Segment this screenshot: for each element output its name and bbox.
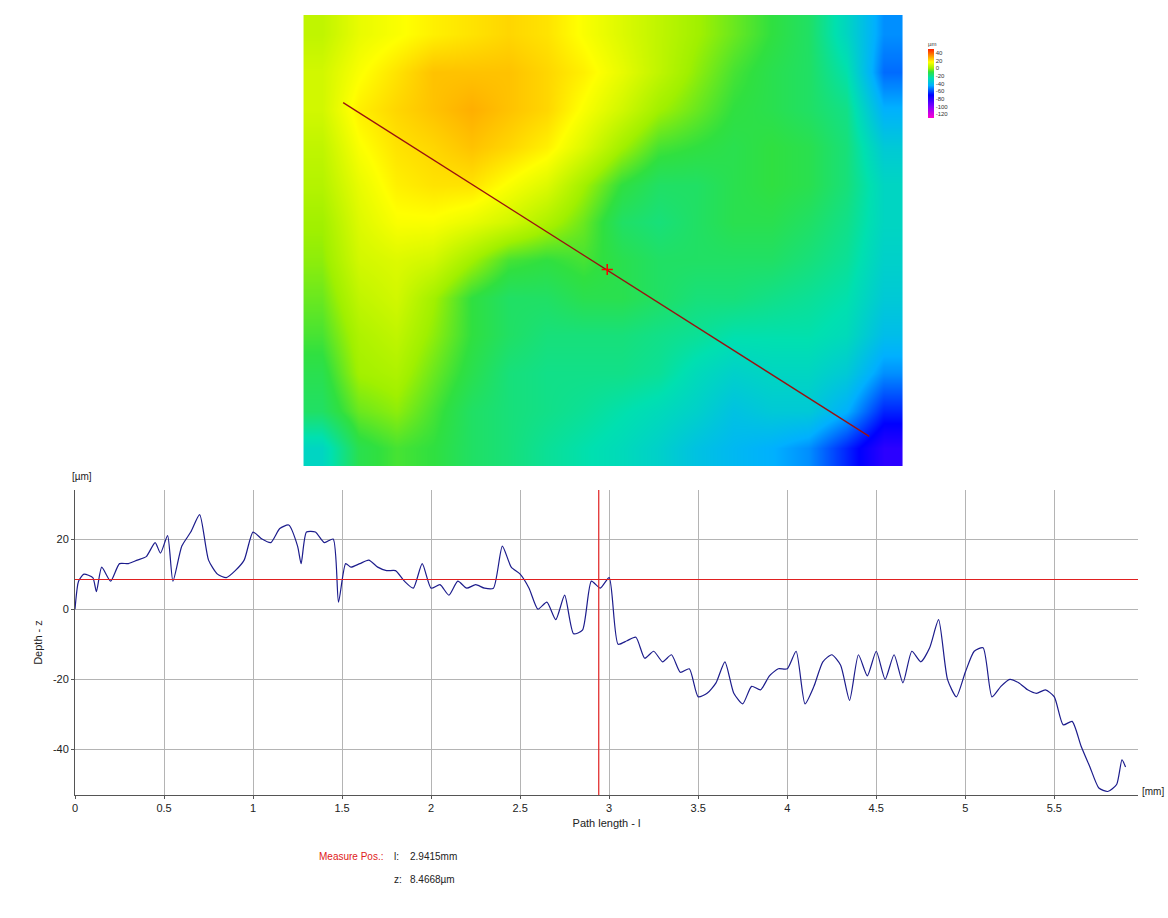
svg-text:2.5: 2.5 <box>512 802 527 814</box>
svg-text:Measure Pos.:: Measure Pos.: <box>319 851 383 862</box>
svg-text:-80: -80 <box>936 96 945 102</box>
svg-text:-120: -120 <box>936 111 949 117</box>
svg-text:1.5: 1.5 <box>334 802 349 814</box>
svg-text:-40: -40 <box>936 81 945 87</box>
svg-text:20: 20 <box>936 58 943 64</box>
svg-text:20: 20 <box>57 533 69 545</box>
svg-text:0: 0 <box>63 603 69 615</box>
svg-text:-60: -60 <box>936 88 945 94</box>
svg-text:Depth - z: Depth - z <box>32 620 44 665</box>
svg-text:z:: z: <box>394 874 402 885</box>
svg-text:-20: -20 <box>936 73 945 79</box>
svg-text:[µm]: [µm] <box>72 471 92 482</box>
svg-text:4: 4 <box>784 802 790 814</box>
svg-text:5.5: 5.5 <box>1047 802 1062 814</box>
svg-text:5: 5 <box>962 802 968 814</box>
svg-text:3.5: 3.5 <box>691 802 706 814</box>
svg-text:4.5: 4.5 <box>869 802 884 814</box>
svg-text:µm: µm <box>928 41 936 47</box>
svg-text:-20: -20 <box>53 673 69 685</box>
svg-text:0: 0 <box>72 802 78 814</box>
svg-text:3: 3 <box>606 802 612 814</box>
svg-text:1: 1 <box>250 802 256 814</box>
svg-text:l:: l: <box>394 851 399 862</box>
svg-text:0.5: 0.5 <box>156 802 171 814</box>
svg-text:40: 40 <box>936 50 943 56</box>
svg-text:2: 2 <box>428 802 434 814</box>
svg-text:Path length - l: Path length - l <box>573 817 641 829</box>
svg-text:0: 0 <box>936 65 940 71</box>
svg-text:-40: -40 <box>53 743 69 755</box>
svg-text:[mm]: [mm] <box>1142 786 1164 797</box>
svg-text:2.9415mm: 2.9415mm <box>410 851 457 862</box>
svg-text:8.4668µm: 8.4668µm <box>410 874 455 885</box>
svg-text:-100: -100 <box>936 104 949 110</box>
